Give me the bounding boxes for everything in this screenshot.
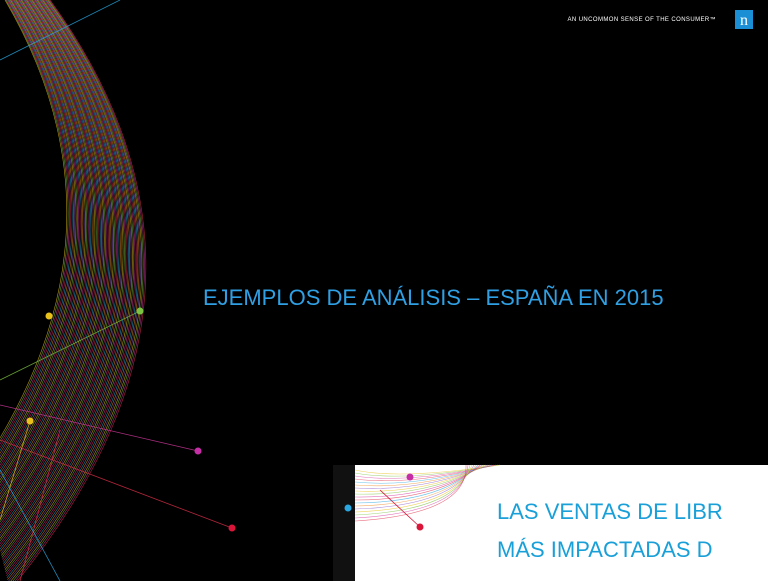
next-slide-line: MÁS IMPACTADAS D (497, 537, 713, 562)
dot (46, 313, 53, 320)
slide-title: EJEMPLOS DE ANÁLISIS – ESPAÑA EN 2015 (203, 285, 664, 310)
dot (417, 524, 424, 531)
dot (137, 308, 144, 315)
slide: AN UNCOMMON SENSE OF THE CONSUMER™ n EJE… (0, 0, 768, 581)
next-slide: LAS VENTAS DE LIBR MÁS IMPACTADAS D (333, 465, 768, 581)
next-slide-line: LAS VENTAS DE LIBR (497, 499, 723, 524)
next-slide-strip (333, 465, 355, 581)
tagline: AN UNCOMMON SENSE OF THE CONSUMER™ (568, 16, 717, 23)
dot (407, 474, 414, 481)
dot (27, 418, 34, 425)
dot (345, 505, 352, 512)
page: AN UNCOMMON SENSE OF THE CONSUMER™ n EJE… (0, 0, 768, 581)
dot (195, 448, 202, 455)
dot (229, 525, 236, 532)
logo: n (740, 12, 748, 29)
